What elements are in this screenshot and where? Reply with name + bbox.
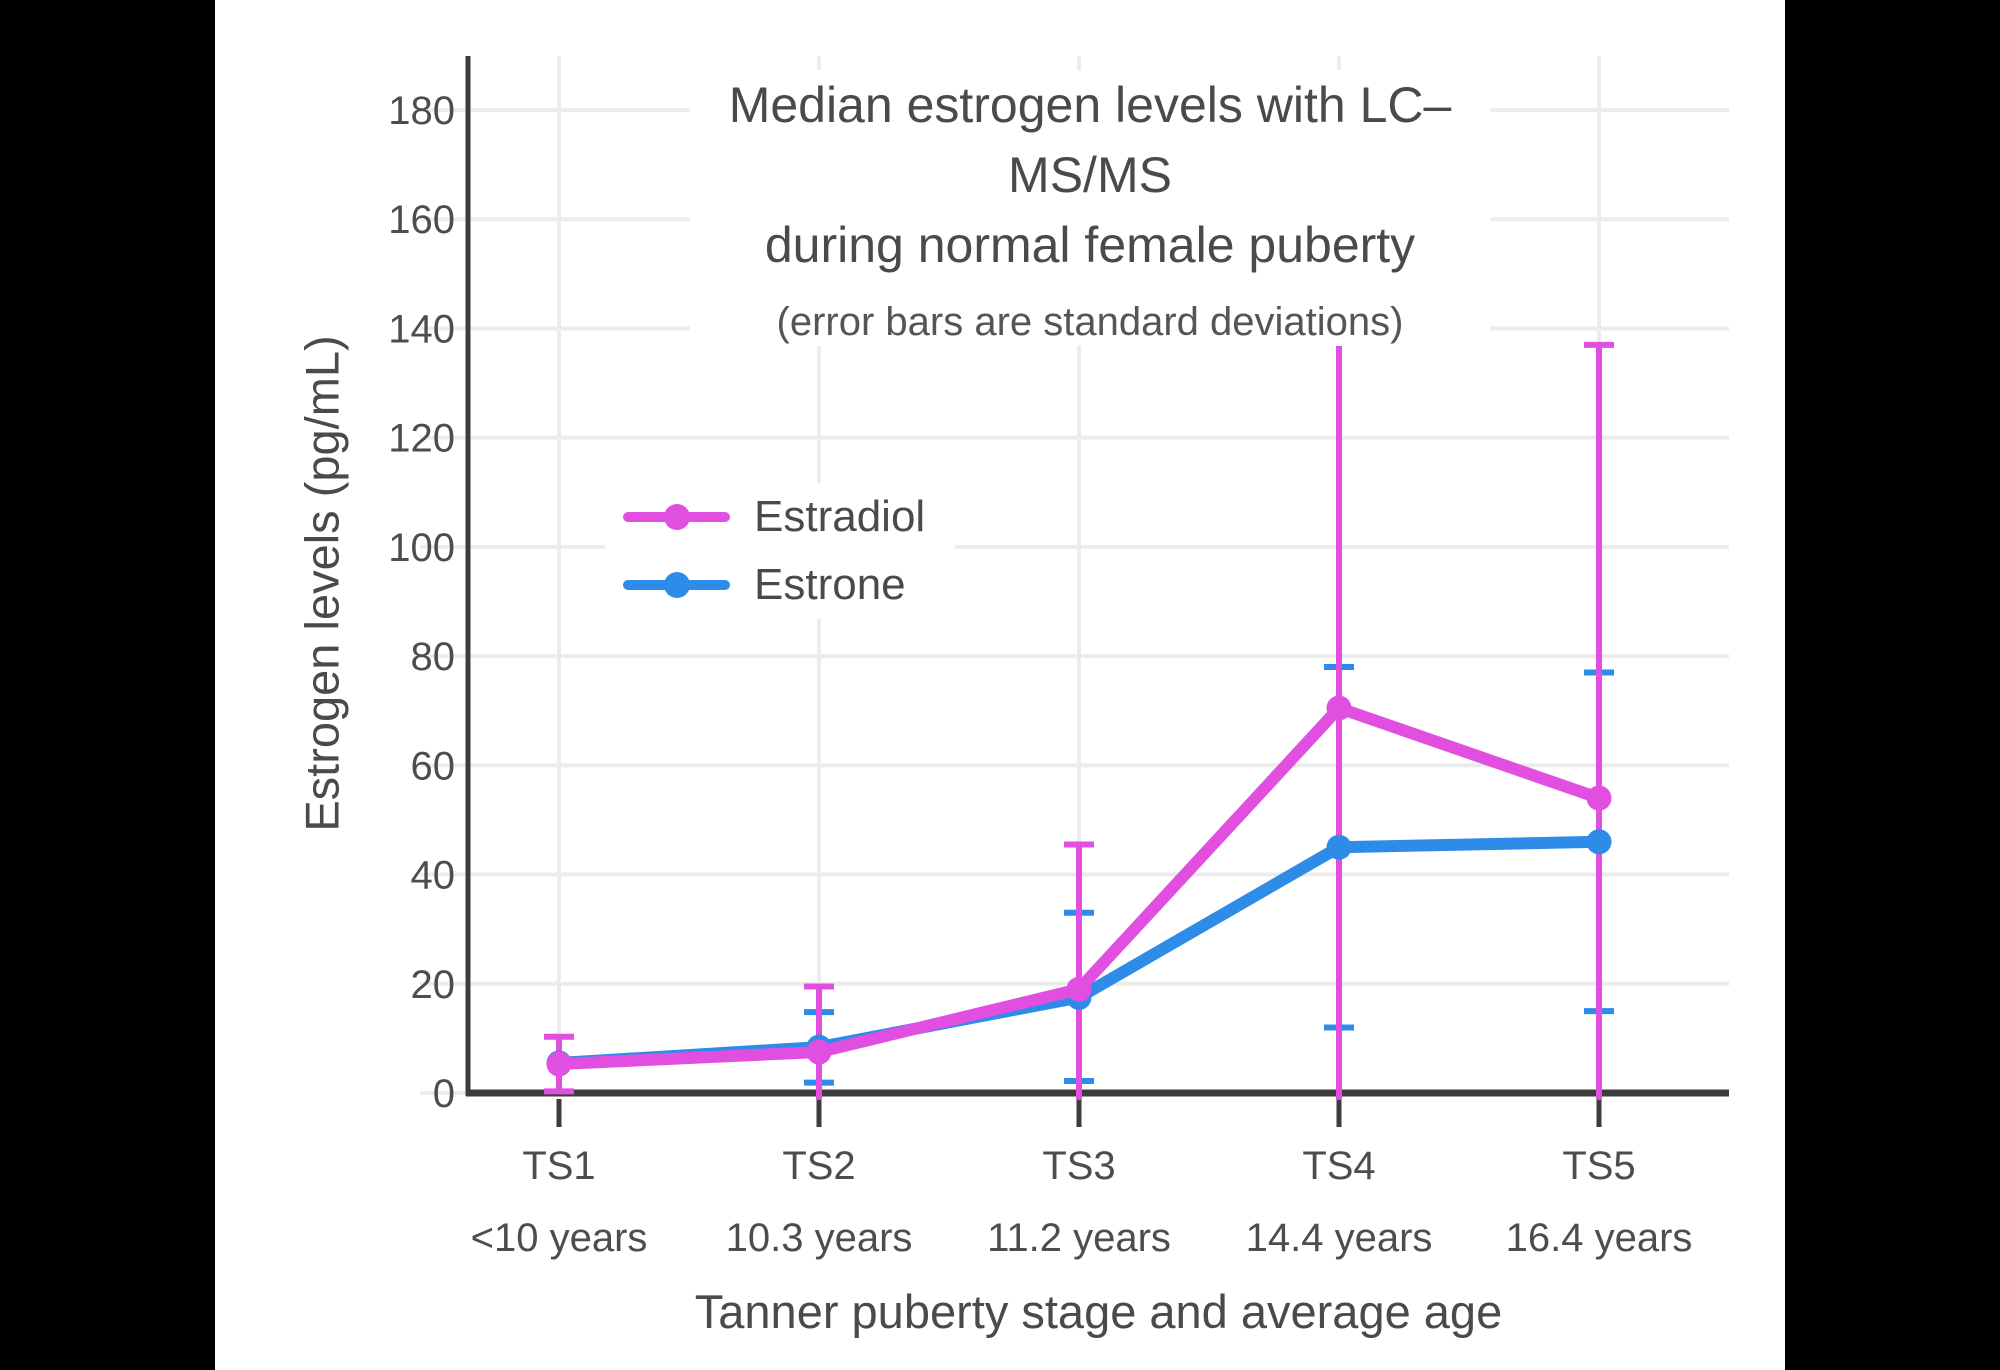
x-category-sublabel: 14.4 years	[1246, 1216, 1433, 1260]
estradiol-data-point	[1326, 695, 1352, 721]
estrone-data-point	[1586, 829, 1612, 855]
chart-canvas: 0 20 40 60 80 100 120 140 160 180 TS1 <10 years TS2 1…	[215, 0, 1785, 1370]
y-tick-label: 180	[388, 89, 455, 133]
legend-item-estradiol: Estradiol	[605, 483, 955, 551]
estradiol-data-point	[546, 1051, 572, 1077]
x-category-label: TS2	[782, 1144, 855, 1188]
x-category-label: TS3	[1042, 1144, 1115, 1188]
x-category-sublabel: <10 years	[471, 1216, 648, 1260]
y-tick-label: 0	[433, 1072, 455, 1116]
chart-subtitle: (error bars are standard deviations)	[776, 300, 1404, 344]
x-category-sublabel: 16.4 years	[1506, 1216, 1693, 1260]
y-tick-label: 100	[388, 526, 455, 570]
x-axis-label: Tanner puberty stage and average age	[694, 1285, 1503, 1338]
estradiol-data-point	[806, 1039, 832, 1065]
y-tick-label: 60	[411, 744, 456, 788]
chart-title-line-2: during normal female puberty	[764, 217, 1416, 273]
x-category-sublabel: 11.2 years	[987, 1216, 1171, 1260]
y-tick-label: 160	[388, 198, 455, 242]
chart-title-line-1: Median estrogen levels with LC–MS/MS	[728, 77, 1452, 203]
x-category-label: TS4	[1302, 1144, 1375, 1188]
estrone-marker-icon	[663, 572, 690, 598]
estradiol-data-point	[1066, 976, 1092, 1002]
estradiol-data-point	[1586, 785, 1612, 811]
y-tick-label: 20	[411, 963, 456, 1007]
y-axis-label: Estrogen levels (pg/mL)	[295, 335, 349, 832]
chart-legend: Estradiol Estrone	[605, 483, 955, 619]
estradiol-line-swatch-icon	[623, 504, 730, 530]
legend-label-estradiol: Estradiol	[754, 492, 926, 541]
estradiol-marker-icon	[663, 504, 690, 530]
estrone-data-point	[1326, 834, 1352, 860]
line-chart-plot: 0 20 40 60 80 100 120 140 160 180 TS1 <10 years TS2 1…	[388, 56, 1729, 1260]
estrone-line-swatch-icon	[623, 572, 730, 598]
y-tick-label: 80	[411, 635, 456, 679]
legend-label-estrone: Estrone	[754, 560, 906, 609]
chart-title-block: Median estrogen levels with LC–MS/MS dur…	[690, 70, 1490, 346]
y-tick-label: 120	[388, 417, 455, 461]
x-category-label: TS1	[522, 1144, 595, 1188]
x-category-label: TS5	[1562, 1144, 1635, 1188]
y-tick-label: 140	[388, 307, 455, 351]
x-category-sublabel: 10.3 years	[726, 1216, 913, 1260]
legend-item-estrone: Estrone	[605, 551, 955, 619]
y-tick-label: 40	[411, 854, 456, 898]
